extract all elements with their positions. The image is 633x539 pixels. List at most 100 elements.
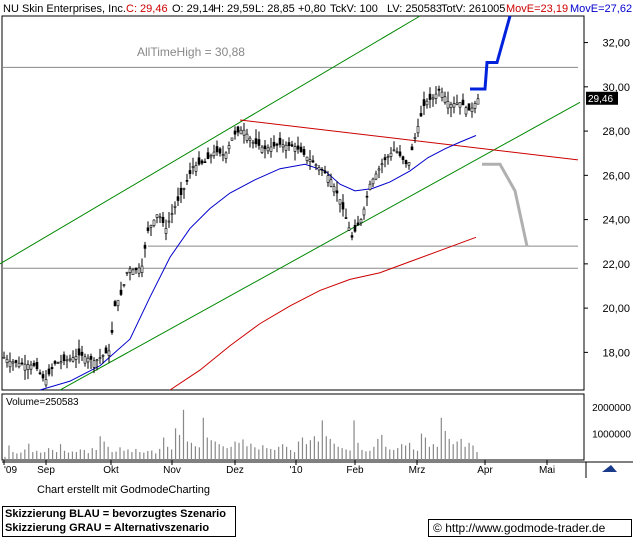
candle-body (71, 357, 75, 362)
website-url[interactable]: http://www.godmode-trader.de (445, 521, 606, 535)
candle-body (134, 267, 138, 271)
candle-body (461, 99, 465, 106)
candle-body (188, 170, 192, 175)
candle-body (200, 160, 204, 164)
y-tick-label: 28,00 (602, 126, 630, 138)
candle-body (167, 220, 171, 223)
candle-body (20, 362, 24, 365)
candle-body (398, 151, 402, 156)
candle-body (335, 190, 339, 194)
candle-body (419, 113, 423, 117)
candle-body (11, 361, 15, 364)
candle-body (227, 145, 231, 150)
candle-body (392, 149, 396, 152)
x-tick-label: Mai (539, 465, 555, 476)
candle-body (257, 139, 261, 146)
candle-body (356, 222, 360, 226)
x-axis-ticks (3, 460, 548, 465)
candle-body (98, 357, 102, 359)
candle-body (302, 149, 306, 155)
candle-body (362, 208, 366, 216)
candle-body (476, 98, 480, 105)
header-high: H: 29,59 (213, 3, 255, 15)
candle-body (248, 137, 252, 141)
candle-body (353, 225, 357, 232)
volume-bars (4, 409, 478, 460)
volume-tick-label: 2000000 (592, 403, 631, 414)
candle-body (395, 151, 399, 153)
candle-body (323, 170, 327, 174)
candle-body (221, 154, 225, 156)
candle-body (347, 227, 351, 231)
candle-body (47, 368, 51, 375)
candle-body (26, 364, 30, 370)
candle-body (80, 351, 84, 356)
candle-body (443, 96, 447, 103)
website-link[interactable]: © http://www.godmode-trader.de (428, 519, 632, 537)
candle-body (338, 199, 342, 205)
candle-body (275, 143, 279, 146)
volume-label: Volume=250583 (6, 397, 79, 408)
candle-body (32, 362, 36, 366)
candle-body (314, 164, 318, 167)
candle-body (350, 235, 354, 238)
candle-body (206, 152, 210, 160)
candle-body (278, 137, 282, 145)
candle-body (170, 213, 174, 215)
candle-body (14, 360, 18, 363)
x-tick-label: '09 (4, 465, 17, 476)
header-lv: LV: 250583 (387, 3, 442, 15)
candle-body (458, 102, 462, 108)
price-bars (2, 85, 480, 388)
candle-body (317, 167, 321, 171)
candle-body (452, 103, 456, 108)
volume-tick-label: 1000000 (592, 430, 631, 441)
candle-body (2, 356, 6, 359)
volume-axis: 2000000 1000000 (592, 403, 631, 440)
candle-body (455, 102, 459, 105)
candle-body (416, 126, 420, 134)
candle-body (104, 347, 108, 354)
candle-body (8, 360, 12, 368)
candle-body (380, 163, 384, 166)
scroll-arrow-icon[interactable] (602, 465, 617, 472)
candle-body (74, 356, 78, 360)
candle-body (38, 372, 42, 375)
x-axis-labels: '09 Sep Okt Nov Dez '10 Feb Mrz Apr Mai (4, 465, 555, 476)
candle-body (326, 175, 330, 183)
candle-body (359, 219, 363, 224)
y-tick-label: 20,00 (602, 303, 630, 315)
all-time-high-label: AllTimeHigh = 30,88 (137, 45, 245, 59)
candle-body (410, 146, 414, 151)
candle-body (29, 364, 33, 370)
resistance-line (239, 119, 579, 161)
candle-body (344, 217, 348, 219)
candle-body (464, 107, 468, 115)
candle-body (212, 151, 216, 156)
header-title: NU Skin Enterprises, Inc. (3, 3, 126, 15)
candle-body (41, 374, 45, 379)
candle-body (437, 88, 441, 91)
candle-body (140, 265, 144, 273)
candle-body (113, 301, 117, 307)
candle-body (287, 142, 291, 146)
current-price-marker: 29,46 (586, 91, 618, 105)
candle-body (383, 157, 387, 161)
candle-body (191, 166, 195, 168)
candle-body (260, 146, 264, 153)
candle-body (203, 161, 207, 163)
candle-body (107, 350, 111, 356)
candle-body (65, 359, 69, 362)
candle-body (245, 133, 249, 141)
candle-body (404, 160, 408, 165)
moving-average-line (169, 236, 477, 391)
scenario-legend: Skizzierung BLAU = bevorzugtes Szenario … (2, 506, 236, 537)
candle-body (185, 180, 189, 182)
header-low: L: 28,85 (255, 3, 295, 15)
trend-channel-upper (0, 15, 421, 265)
candle-body (290, 144, 294, 147)
candle-body (122, 284, 126, 286)
x-tick-label: Feb (346, 465, 364, 476)
y-tick-label: 18,00 (602, 347, 630, 359)
